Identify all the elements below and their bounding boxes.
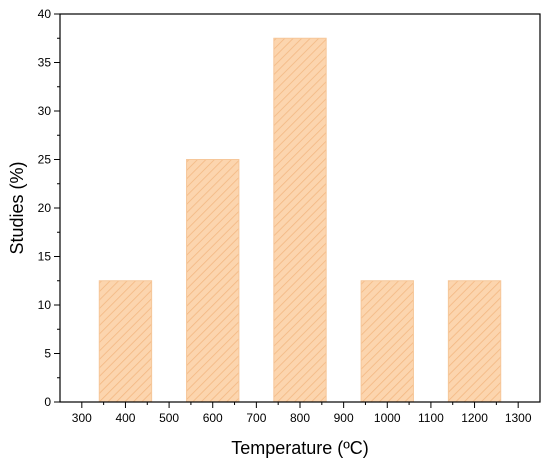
y-tick-label: 0: [44, 395, 51, 409]
x-tick-label: 600: [203, 411, 223, 425]
x-tick-label: 800: [290, 411, 310, 425]
y-tick-label: 35: [38, 56, 52, 70]
y-axis-title: Studies (%): [7, 161, 27, 254]
x-tick-label: 1000: [374, 411, 401, 425]
x-tick-label: 1300: [505, 411, 532, 425]
y-tick-label: 15: [38, 250, 52, 264]
y-tick-label: 25: [38, 153, 52, 167]
y-tick-label: 10: [38, 298, 52, 312]
x-axis-title: Temperature (ºC): [231, 438, 369, 458]
bar-1000: [360, 280, 414, 403]
x-tick-label: 700: [246, 411, 266, 425]
x-tick-label: 400: [115, 411, 135, 425]
x-tick-label: 1200: [461, 411, 488, 425]
x-tick-label: 300: [72, 411, 92, 425]
bars-group: [98, 37, 502, 403]
bar-800: [273, 37, 327, 403]
x-tick-label: 500: [159, 411, 179, 425]
x-tick-label: 1100: [418, 411, 444, 425]
axes-group: 300 400 500 600 700 800 900 1000 1100 1200 1300 0 5 1…: [38, 7, 541, 425]
bar-400: [98, 280, 153, 403]
x-tick-label: 900: [334, 411, 354, 425]
y-tick-label: 20: [38, 201, 52, 215]
y-tick-label: 5: [44, 347, 51, 361]
bar-600: [186, 159, 240, 403]
y-tick-label: 30: [38, 104, 52, 118]
bar-1200: [447, 280, 502, 403]
y-tick-label: 40: [38, 7, 52, 21]
